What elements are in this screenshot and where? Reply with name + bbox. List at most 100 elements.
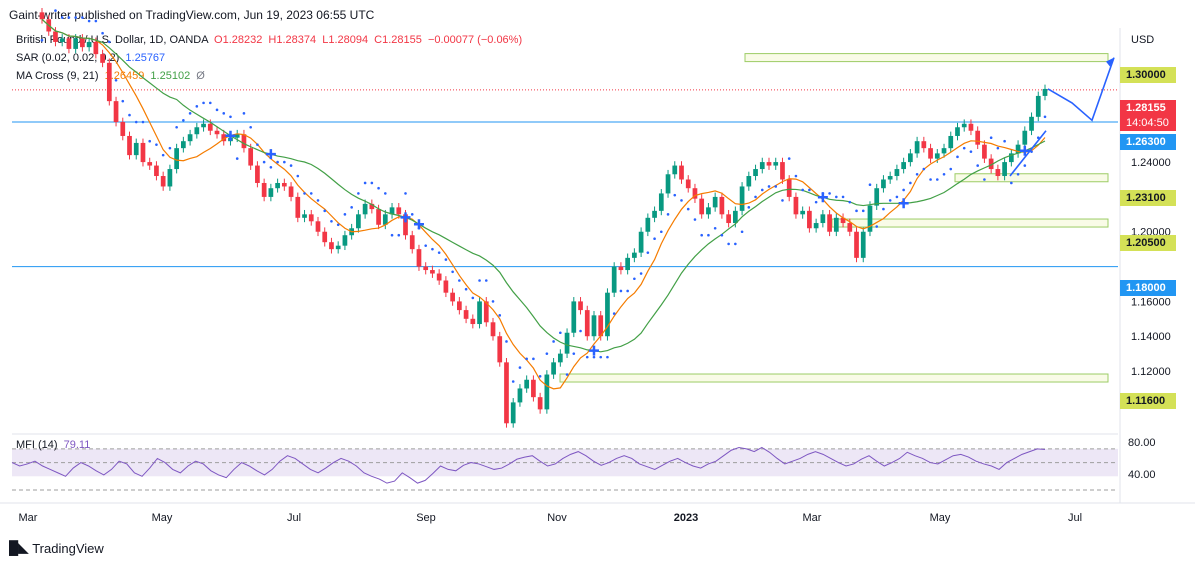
high-value: H1.28374 — [268, 34, 317, 46]
candle-body — [335, 245, 341, 250]
candle-body — [497, 336, 503, 363]
candle-body — [389, 207, 395, 215]
candle-body — [154, 165, 159, 177]
x-tick-label: Mar — [19, 512, 38, 524]
sar-dot — [437, 251, 441, 254]
sar-dot — [572, 352, 576, 355]
candle-body — [1002, 162, 1007, 177]
sar-dot — [585, 355, 589, 359]
candle-body — [645, 217, 651, 232]
candle-body — [147, 162, 153, 166]
x-tick-label: Nov — [547, 512, 567, 524]
sar-dot — [283, 160, 286, 164]
sar-dot — [377, 186, 380, 190]
mfi-legend: MFI (14) 79.11 — [16, 439, 90, 451]
sar-dot — [384, 192, 387, 195]
sar-dot — [774, 185, 778, 188]
candle-body — [477, 301, 482, 325]
candle-body — [793, 196, 799, 215]
sar-dot — [458, 279, 461, 282]
sar-dot — [922, 167, 926, 171]
sar-dot — [101, 31, 104, 35]
y-tick-label: 1.12000 — [1131, 366, 1171, 378]
candle-body — [450, 292, 455, 302]
candle-body — [510, 402, 516, 424]
sar-dot — [202, 101, 205, 105]
sar-dot — [707, 233, 710, 237]
sar-dot — [249, 125, 252, 129]
candle-body — [517, 388, 523, 403]
sar-label: SAR (0.02, 0.02, 0.2) — [16, 52, 120, 64]
candle-body — [66, 38, 72, 49]
candle-body — [800, 210, 806, 215]
sar-dot — [296, 174, 300, 178]
zone-3 — [559, 373, 1109, 383]
sar-dot — [592, 355, 596, 359]
sar-dot — [888, 199, 892, 202]
x-tick-label: May — [152, 512, 173, 524]
candle-body — [692, 188, 698, 199]
mfi-tick-40: 40.00 — [1128, 469, 1156, 481]
open-value: O1.28232 — [214, 34, 263, 46]
x-tick-label: May — [930, 512, 951, 524]
candle-body — [665, 174, 671, 194]
candle-body — [483, 301, 489, 323]
sar-dot — [235, 157, 239, 160]
sar-dot — [552, 340, 555, 343]
candle-body — [827, 214, 832, 232]
sar-dot — [518, 366, 522, 369]
symbol-name: British Pound / U.S. Dollar, 1D, OANDA — [16, 34, 208, 46]
sar-dot — [424, 244, 427, 247]
sar-dot — [316, 199, 320, 202]
candle-body — [315, 221, 321, 232]
x-tick-label: Mar — [803, 512, 822, 524]
sar-dot — [855, 209, 858, 213]
sar-dot — [121, 99, 125, 103]
ma-cross-marker — [400, 212, 411, 223]
tag-level-1263: 1.26300 — [1120, 134, 1176, 150]
sar-dot — [242, 112, 246, 115]
sar-dot — [60, 16, 64, 19]
candle-body — [988, 158, 994, 170]
candle-body — [712, 196, 718, 208]
candle-body — [753, 169, 758, 177]
candle-body — [322, 231, 328, 243]
candle-body — [719, 196, 725, 215]
levels — [12, 89, 1118, 268]
sar-dot — [397, 233, 401, 237]
candle-body — [605, 292, 610, 337]
x-tick-label: Jul — [287, 512, 301, 524]
candle-body — [187, 134, 193, 142]
candle-body — [982, 144, 987, 159]
candle-body — [93, 41, 99, 55]
sar-dot — [74, 16, 77, 19]
zone-2 — [831, 218, 1109, 228]
sar-dot — [976, 164, 979, 167]
footer: █◣ TradingView — [9, 540, 104, 556]
candle-body — [759, 162, 765, 170]
candle-body — [396, 207, 402, 215]
candle-body — [618, 266, 624, 271]
sar-dot — [141, 120, 145, 124]
candle-body — [403, 214, 408, 236]
candle-body — [281, 182, 287, 187]
sar-dot — [767, 185, 771, 188]
sar-dot — [983, 178, 986, 181]
sar-dot — [323, 209, 327, 213]
candles — [39, 7, 1048, 428]
candle-body — [638, 231, 644, 253]
sar-dot — [935, 178, 939, 181]
sar-dot — [949, 167, 953, 171]
ma-cross-marker — [898, 198, 909, 209]
sar-dot — [1023, 164, 1027, 167]
x-tick-label: Sep — [416, 512, 436, 524]
candle-body — [598, 315, 604, 337]
sar-dot — [962, 146, 966, 150]
candle-body — [995, 169, 1001, 177]
sar-dot — [505, 340, 508, 343]
sar-dot — [94, 19, 98, 23]
candle-body — [813, 223, 819, 229]
sar-dot — [626, 289, 629, 293]
candle-body — [1042, 88, 1048, 96]
